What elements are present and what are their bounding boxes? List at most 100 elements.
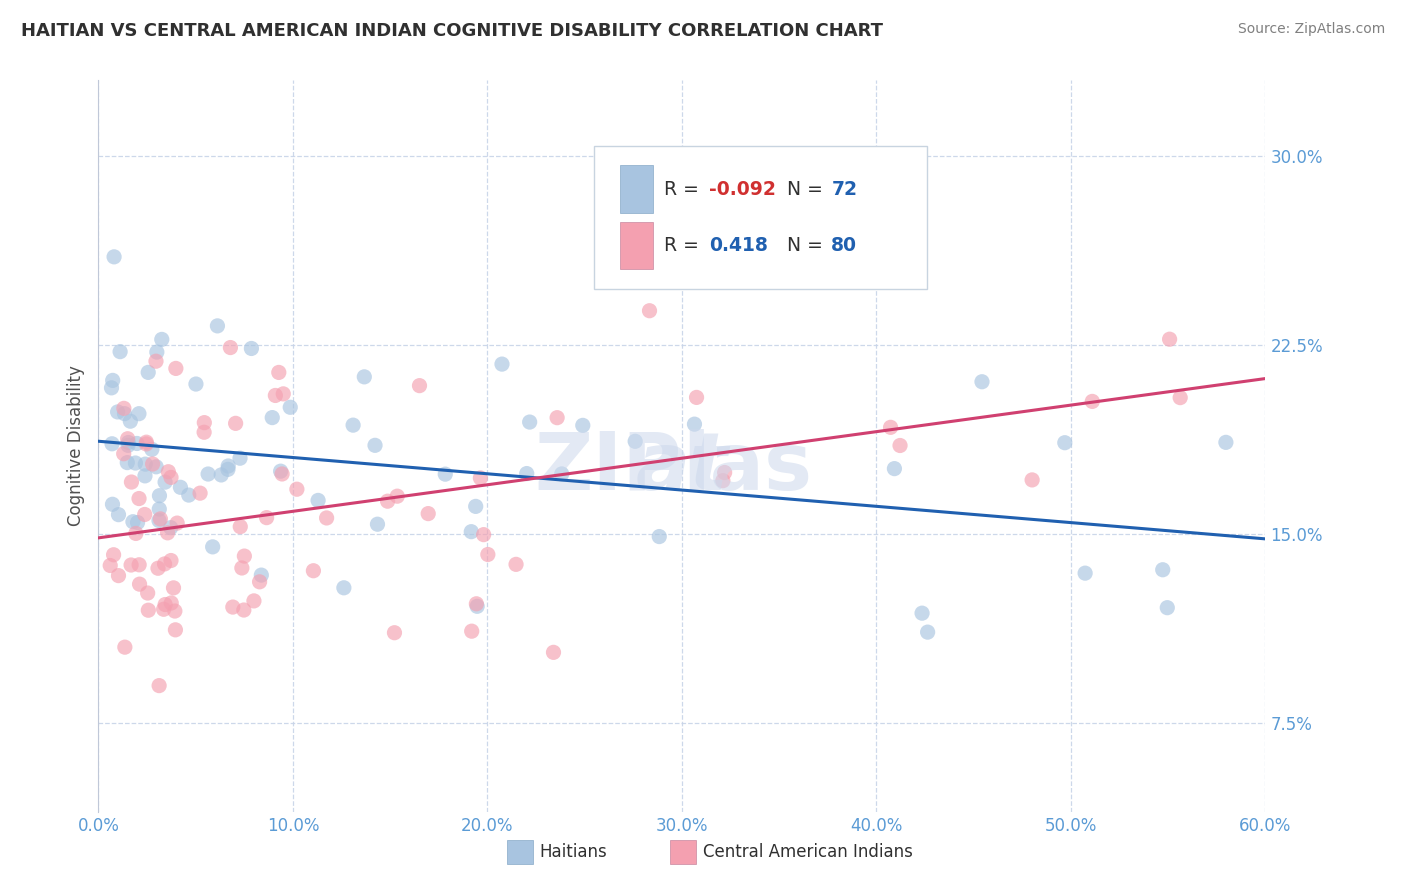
- Point: [1081, 394, 1104, 409]
- Text: 0.418: 0.418: [709, 236, 768, 255]
- Point: [384, 625, 406, 640]
- Point: [249, 574, 271, 589]
- Point: [128, 491, 150, 506]
- Point: [134, 508, 156, 522]
- Point: [464, 500, 486, 514]
- Text: at: at: [636, 429, 728, 507]
- Point: [107, 508, 129, 522]
- Point: [157, 465, 180, 479]
- Point: [222, 600, 245, 615]
- Point: [546, 410, 568, 425]
- Point: [713, 466, 735, 480]
- Point: [152, 602, 174, 616]
- Point: [149, 512, 172, 526]
- Point: [112, 401, 135, 416]
- Point: [136, 365, 159, 379]
- Point: [683, 417, 706, 432]
- Point: [156, 525, 179, 540]
- Point: [219, 341, 242, 355]
- Text: las: las: [682, 429, 813, 507]
- Point: [134, 468, 156, 483]
- Point: [1215, 435, 1237, 450]
- Point: [127, 516, 149, 530]
- Point: [270, 464, 292, 478]
- Point: [114, 640, 136, 655]
- Point: [197, 467, 219, 481]
- Point: [267, 366, 290, 380]
- Point: [146, 561, 169, 575]
- Point: [229, 519, 252, 533]
- Point: [353, 369, 375, 384]
- Point: [256, 510, 278, 524]
- Point: [107, 405, 129, 419]
- Point: [342, 418, 364, 433]
- Point: [100, 381, 122, 395]
- Point: [271, 467, 294, 481]
- Point: [160, 596, 183, 610]
- Point: [103, 548, 125, 562]
- Point: [128, 577, 150, 591]
- Point: [160, 470, 183, 484]
- Point: [209, 467, 232, 482]
- Point: [571, 418, 593, 433]
- FancyBboxPatch shape: [595, 146, 927, 289]
- Point: [232, 603, 254, 617]
- Text: 80: 80: [831, 236, 858, 255]
- Point: [135, 437, 157, 451]
- Point: [145, 459, 167, 474]
- Point: [101, 437, 124, 451]
- Point: [225, 417, 247, 431]
- Point: [519, 415, 541, 429]
- Point: [160, 553, 183, 567]
- Point: [101, 373, 124, 387]
- Point: [153, 598, 176, 612]
- Text: Source: ZipAtlas.com: Source: ZipAtlas.com: [1237, 22, 1385, 37]
- Point: [101, 497, 124, 511]
- Point: [1021, 473, 1043, 487]
- Point: [264, 388, 287, 402]
- Point: [465, 597, 488, 611]
- Point: [108, 344, 131, 359]
- Point: [103, 250, 125, 264]
- Point: [434, 467, 457, 482]
- Point: [217, 462, 239, 476]
- Point: [117, 432, 139, 446]
- Point: [98, 558, 121, 573]
- Point: [233, 549, 256, 563]
- Point: [134, 457, 156, 471]
- Y-axis label: Cognitive Disability: Cognitive Disability: [66, 366, 84, 526]
- Point: [146, 345, 169, 359]
- Point: [148, 679, 170, 693]
- Point: [333, 581, 356, 595]
- Point: [124, 456, 146, 470]
- Point: [470, 471, 492, 485]
- Point: [387, 489, 409, 503]
- Text: N =: N =: [787, 236, 828, 255]
- Point: [145, 354, 167, 368]
- Point: [364, 438, 387, 452]
- Point: [1159, 332, 1181, 346]
- Point: [231, 561, 253, 575]
- Point: [193, 416, 215, 430]
- Point: [177, 488, 200, 502]
- Point: [125, 526, 148, 541]
- Point: [153, 557, 176, 571]
- Point: [125, 436, 148, 450]
- Point: [917, 625, 939, 640]
- Point: [250, 568, 273, 582]
- Point: [120, 475, 142, 489]
- Point: [141, 442, 163, 457]
- Point: [150, 333, 173, 347]
- Point: [271, 387, 294, 401]
- Point: [153, 475, 176, 489]
- Point: [465, 599, 488, 614]
- Point: [128, 558, 150, 572]
- Point: [1168, 391, 1191, 405]
- Point: [460, 624, 482, 639]
- Text: -0.092: -0.092: [709, 180, 776, 199]
- Point: [163, 604, 186, 618]
- Text: 72: 72: [831, 180, 858, 199]
- Point: [418, 507, 440, 521]
- Point: [159, 521, 181, 535]
- Point: [516, 467, 538, 481]
